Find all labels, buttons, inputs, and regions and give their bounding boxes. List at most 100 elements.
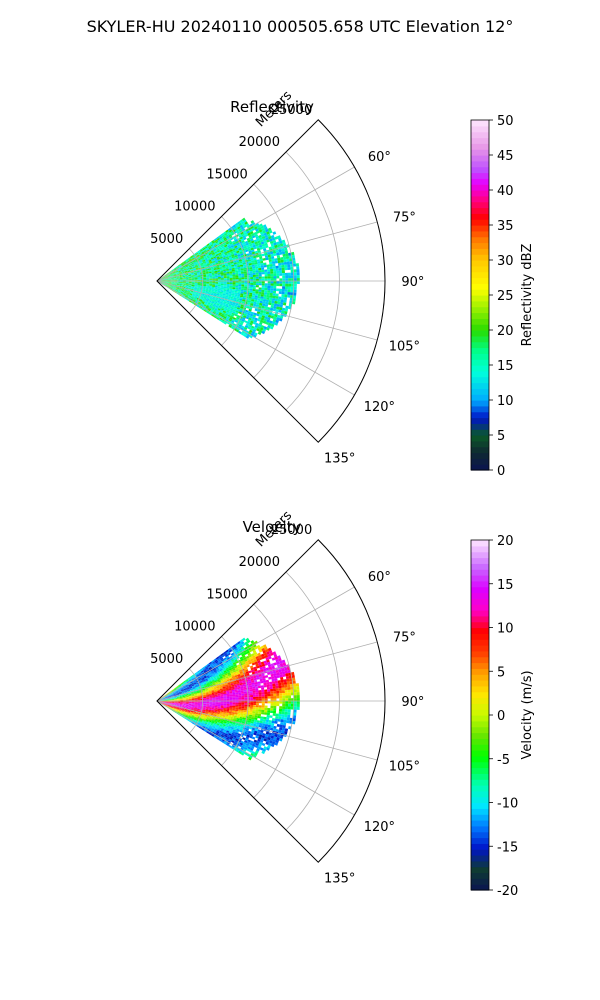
echo-cell (255, 289, 259, 292)
echo-cell (220, 289, 224, 291)
echo-cell (195, 294, 199, 297)
echo-cell (178, 708, 182, 710)
echo-cell (194, 695, 198, 698)
echo-cell (213, 663, 217, 667)
echo-cell (251, 316, 256, 320)
echo-cell (188, 706, 192, 708)
echo-cell (171, 277, 175, 279)
echo-cell (217, 289, 221, 292)
echo-cell (234, 687, 238, 690)
echo-cell (258, 234, 262, 239)
echo-cell (269, 715, 273, 719)
colorbar-segment (471, 551, 489, 559)
echo-cell (200, 675, 204, 679)
echo-cell (220, 276, 224, 279)
echo-cell (258, 316, 262, 320)
echo-cell (227, 734, 231, 738)
echo-cell (281, 288, 285, 292)
echo-cell (205, 680, 209, 683)
echo-cell (185, 283, 189, 285)
echo-cell (191, 697, 195, 699)
echo-cell (175, 708, 179, 711)
echo-cell (251, 262, 255, 265)
colorbar-segment (471, 213, 489, 220)
echo-cell (188, 273, 192, 276)
echo-cell (257, 331, 262, 335)
echo-cell (249, 712, 253, 716)
echo-cell (238, 737, 243, 741)
echo-cell (211, 273, 215, 276)
echo-cell (225, 738, 229, 742)
echo-cell (182, 713, 186, 716)
echo-cell (214, 269, 218, 272)
echo-cell (236, 261, 240, 265)
echo-cell (197, 698, 201, 700)
echo-cell (186, 267, 190, 270)
echo-cell (171, 699, 175, 700)
echo-cell (190, 691, 194, 694)
echo-cell (162, 277, 165, 279)
echo-cell (182, 276, 186, 278)
echo-cell (200, 684, 205, 687)
echo-cell (214, 275, 218, 278)
echo-cell (199, 261, 203, 264)
echo-cell (185, 699, 189, 701)
echo-cell (184, 264, 188, 267)
echo-cell (274, 680, 279, 684)
echo-cell (222, 661, 226, 665)
echo-cell (184, 270, 188, 273)
echo-cell (190, 692, 194, 694)
echo-cell (222, 731, 226, 735)
echo-cell (268, 650, 273, 654)
echo-cell (240, 288, 245, 291)
echo-cell (290, 692, 294, 696)
echo-cell (211, 692, 215, 695)
echo-cell (293, 692, 297, 696)
echo-cell (270, 288, 274, 291)
echo-cell (265, 237, 269, 241)
echo-cell (219, 255, 223, 258)
echo-cell (202, 260, 206, 263)
echo-cell (277, 301, 281, 305)
echo-cell (219, 295, 223, 298)
echo-cell (183, 261, 187, 264)
echo-cell (196, 254, 200, 257)
echo-cell (238, 300, 243, 303)
echo-cell (207, 250, 211, 253)
echo-cell (183, 699, 186, 700)
echo-cell (205, 287, 209, 289)
echo-cell (206, 285, 210, 287)
echo-cell (211, 307, 215, 310)
echo-cell (197, 697, 201, 699)
echo-cell (243, 265, 247, 269)
echo-cell (173, 276, 177, 278)
echo-cell (206, 718, 210, 721)
echo-cell (229, 249, 233, 253)
echo-cell (169, 287, 173, 289)
echo-cell (222, 722, 227, 725)
echo-cell (211, 290, 215, 292)
echo-cell (216, 310, 220, 314)
echo-cell (284, 286, 289, 290)
echo-cell (212, 674, 217, 678)
echo-cell (246, 710, 250, 713)
echo-cell (190, 710, 194, 712)
echo-cell (250, 233, 255, 237)
echo-cell (264, 304, 269, 307)
echo-cell (202, 300, 206, 303)
colorbar-tick-label: 15 (497, 359, 514, 374)
echo-cell (227, 727, 231, 730)
echo-cell (179, 705, 183, 707)
echo-cell (197, 677, 201, 680)
echo-cell (235, 259, 240, 263)
echo-cell (217, 703, 221, 706)
echo-cell (202, 287, 206, 290)
echo-cell (283, 681, 288, 685)
echo-cell (217, 728, 221, 731)
echo-cell (252, 268, 256, 271)
echo-cell (191, 697, 195, 699)
echo-cell (172, 271, 176, 274)
echo-cell (218, 252, 222, 256)
colorbar-segment (471, 289, 489, 296)
echo-cell (213, 267, 217, 269)
